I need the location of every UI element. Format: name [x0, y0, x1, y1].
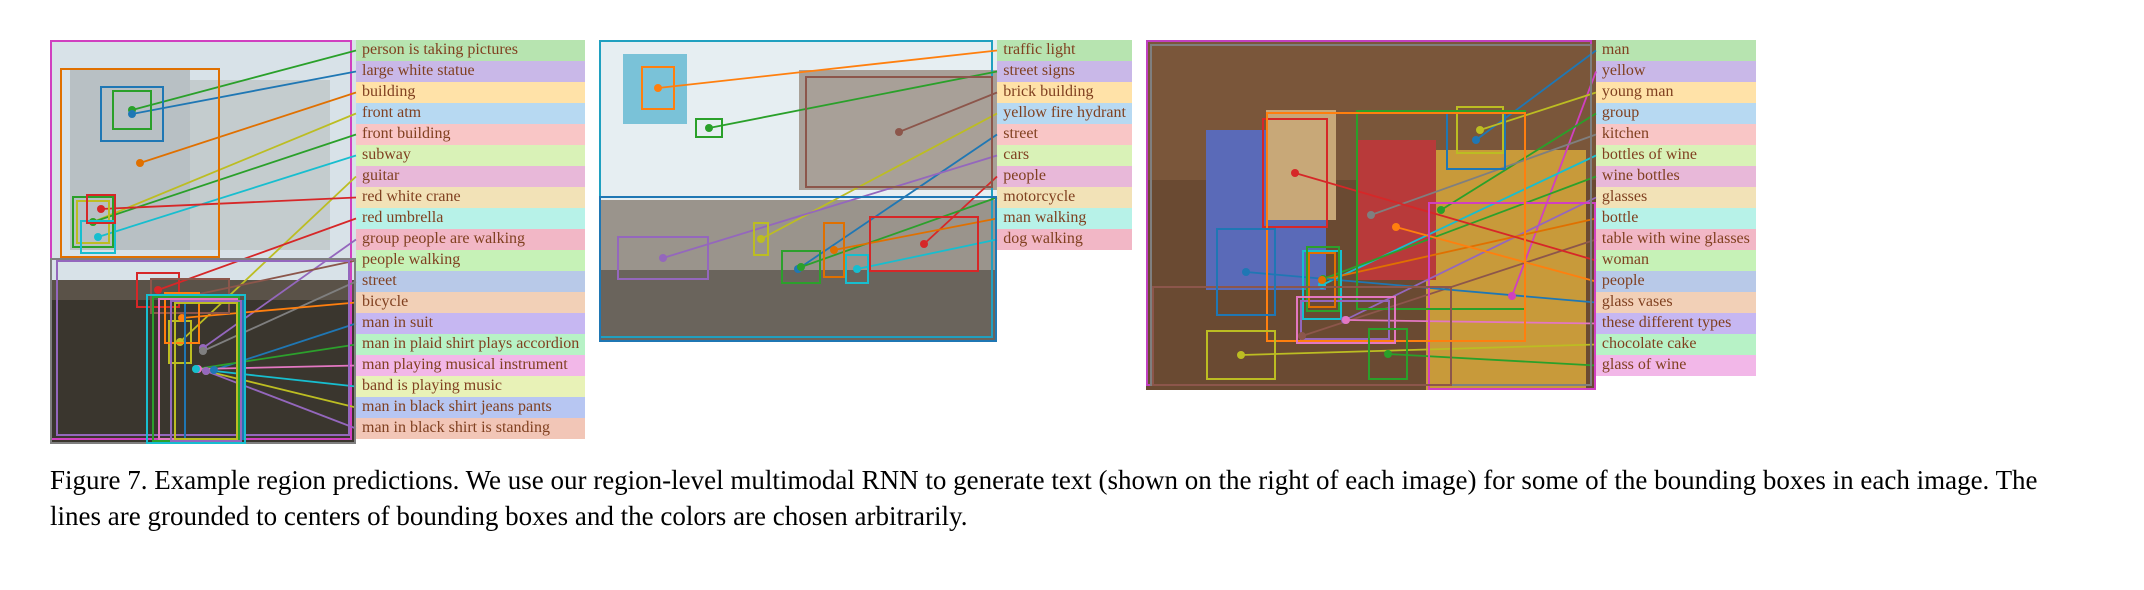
bbox-center-dot — [1342, 316, 1350, 324]
region-label: man playing musical instrument — [356, 355, 585, 376]
region-label: red umbrella — [356, 208, 585, 229]
region-label: subway — [356, 145, 585, 166]
region-label: man in plaid shirt plays accordion — [356, 334, 585, 355]
region-label: wine bottles — [1596, 166, 1756, 187]
region-label: band is playing music — [356, 376, 585, 397]
bbox-center-dot — [136, 159, 144, 167]
bbox-center-dot — [797, 263, 805, 271]
region-label: man walking — [997, 208, 1132, 229]
region-label: front atm — [356, 103, 585, 124]
region-label: large white statue — [356, 61, 585, 82]
bbox-center-dot — [895, 128, 903, 136]
region-label: cars — [997, 145, 1132, 166]
panel: person is taking pictureslarge white sta… — [50, 40, 585, 444]
region-label: motorcycle — [997, 187, 1132, 208]
label-column: manyellowyoung mangroupkitchenbottles of… — [1596, 40, 1756, 376]
bbox-center-dot — [830, 246, 838, 254]
region-label: glasses — [1596, 187, 1756, 208]
bbox-center-dot — [202, 367, 210, 375]
label-column: traffic lightstreet signsbrick buildingy… — [997, 40, 1132, 250]
region-label: dog walking — [997, 229, 1132, 250]
figure-wrap: person is taking pictureslarge white sta… — [0, 0, 2144, 555]
bbox-center-dot — [659, 254, 667, 262]
bbox-center-dot — [1384, 350, 1392, 358]
region-label: kitchen — [1596, 124, 1756, 145]
bbox-center-dot — [654, 84, 662, 92]
bbox-center-dot — [1242, 268, 1250, 276]
region-label: chocolate cake — [1596, 334, 1756, 355]
region-label: man — [1596, 40, 1756, 61]
image-box — [599, 40, 997, 342]
figure-row: person is taking pictureslarge white sta… — [50, 40, 2094, 444]
region-label: yellow — [1596, 61, 1756, 82]
bbox-center-dot — [853, 265, 861, 273]
region-label: yellow fire hydrant — [997, 103, 1132, 124]
region-label: man in black shirt jeans pants — [356, 397, 585, 418]
label-column: person is taking pictureslarge white sta… — [356, 40, 585, 439]
region-label: group people are walking — [356, 229, 585, 250]
bbox-center-dot — [97, 205, 105, 213]
image-box — [50, 40, 356, 444]
panel: manyellowyoung mangroupkitchenbottles of… — [1146, 40, 1756, 390]
region-label: man in black shirt is standing — [356, 418, 585, 439]
region-label: young man — [1596, 82, 1756, 103]
figure-caption: Figure 7. Example region predictions. We… — [50, 462, 2094, 535]
region-label: red white crane — [356, 187, 585, 208]
region-label: brick building — [997, 82, 1132, 103]
region-label: people — [1596, 271, 1756, 292]
region-label: group — [1596, 103, 1756, 124]
region-label: person is taking pictures — [356, 40, 585, 61]
region-label: street — [997, 124, 1132, 145]
region-label: street — [356, 271, 585, 292]
panel: traffic lightstreet signsbrick buildingy… — [599, 40, 1132, 342]
bbox-center-dot — [1237, 351, 1245, 359]
region-label: table with wine glasses — [1596, 229, 1756, 250]
region-label: people walking — [356, 250, 585, 271]
region-label: glass of wine — [1596, 355, 1756, 376]
region-label: front building — [356, 124, 585, 145]
region-label: glass vases — [1596, 292, 1756, 313]
region-label: guitar — [356, 166, 585, 187]
region-label: bicycle — [356, 292, 585, 313]
bbox-center-dot — [94, 233, 102, 241]
region-label: building — [356, 82, 585, 103]
region-label: bottle — [1596, 208, 1756, 229]
bbox-center-dot — [705, 124, 713, 132]
bbox-center-dot — [1392, 223, 1400, 231]
region-label: woman — [1596, 250, 1756, 271]
bbox-center-dot — [920, 240, 928, 248]
region-label: bottles of wine — [1596, 145, 1756, 166]
region-label: man in suit — [356, 313, 585, 334]
image-box — [1146, 40, 1596, 390]
region-label: street signs — [997, 61, 1132, 82]
region-label: these different types — [1596, 313, 1756, 334]
region-label: traffic light — [997, 40, 1132, 61]
region-label: people — [997, 166, 1132, 187]
